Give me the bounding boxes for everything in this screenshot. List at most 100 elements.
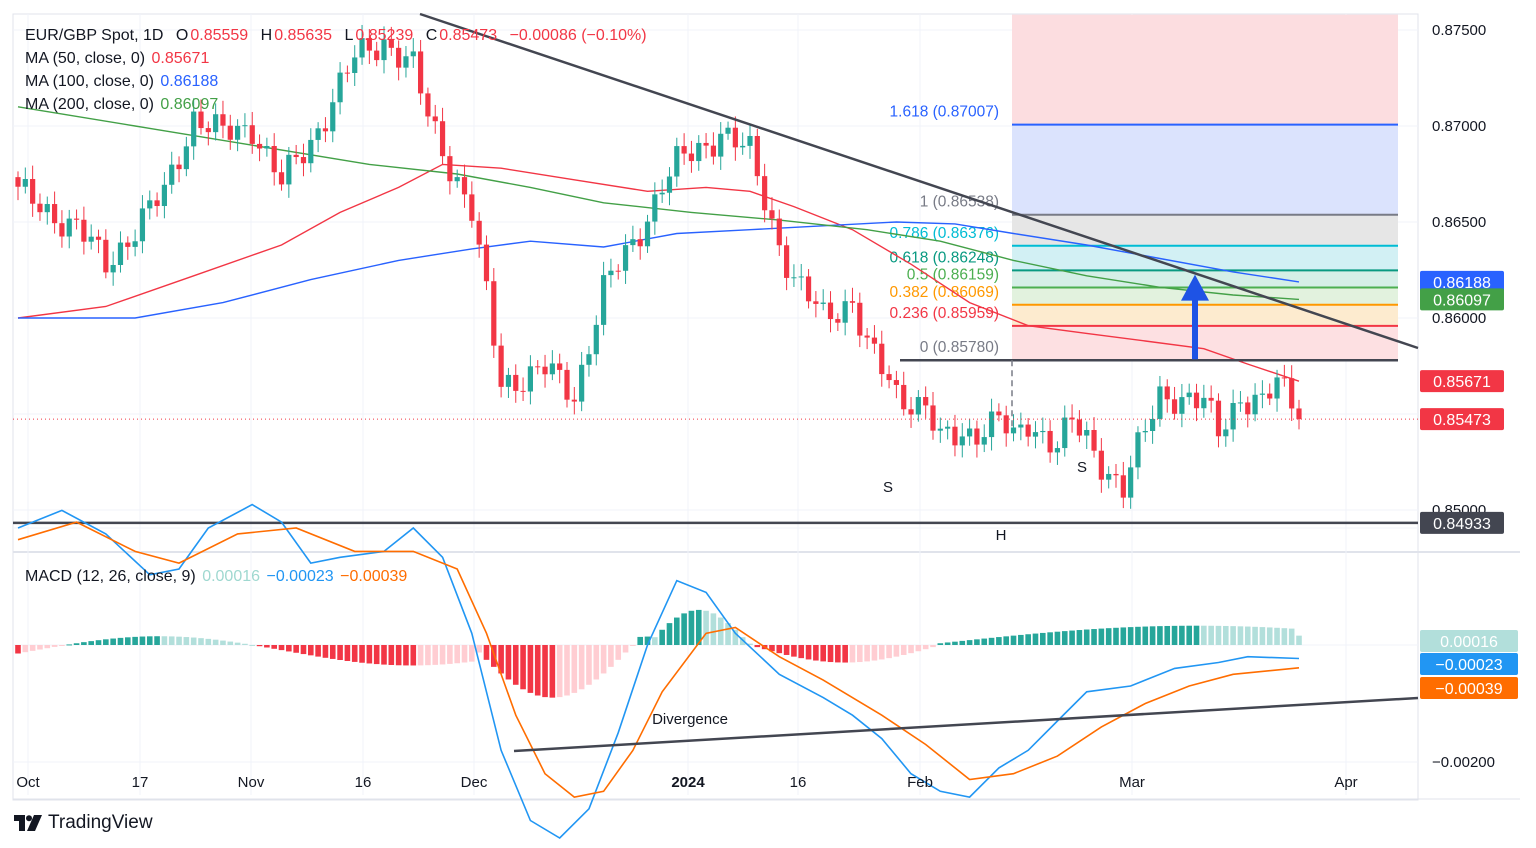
macd-hist-bar [359, 645, 365, 663]
ma100-value: 0.86188 [160, 73, 219, 90]
candle-body [1025, 424, 1031, 437]
candle-body [139, 208, 146, 242]
candle-body [315, 128, 321, 140]
candle-body [374, 50, 380, 61]
ma200-row[interactable]: MA (200, close, 0) 0.86097 [25, 93, 649, 116]
macd-hist-bar [505, 645, 512, 680]
candle-body [703, 142, 709, 146]
candle-body [776, 218, 782, 246]
candle-body [542, 366, 548, 375]
macd-hist-bar [95, 640, 102, 645]
candle-body [227, 125, 233, 140]
fibonacci-extension: 1.618 (0.87007) 1 (0.86538) 0.786 (0.86376… [890, 14, 1398, 362]
macd-hist-bar [461, 645, 468, 663]
macd-hist-bar [1113, 627, 1119, 645]
macd-hist-bar [878, 645, 885, 660]
macd-hist-bar [900, 645, 907, 655]
macd-hist-bar [835, 645, 841, 663]
macd-hist-bar [205, 638, 212, 645]
macd-hist-bar [88, 641, 94, 645]
candle-body [615, 270, 621, 272]
candle-body [908, 409, 914, 415]
macd-hist-bar [117, 637, 124, 645]
macd-hist-bar [366, 645, 373, 664]
candle-body [161, 184, 167, 207]
macd-hist-bar [988, 637, 995, 645]
macd-hist-bar [322, 645, 329, 658]
macd-hist-bar [1025, 634, 1031, 645]
macd-hist-bar [1135, 626, 1141, 645]
macd-hist-bar [674, 617, 680, 645]
macd-hist-bar [381, 645, 387, 665]
macd-hist-bar [227, 641, 234, 645]
macd-hist-bar [37, 645, 43, 650]
macd-hist-bar [688, 610, 695, 645]
candle-body [520, 390, 526, 392]
candle-body [110, 264, 116, 273]
price-legend: EUR/GBP Spot, 1D O 0.85559 H 0.85635 L 0.85… [25, 24, 649, 116]
candle-body [235, 125, 241, 140]
candle-body [666, 176, 673, 193]
macd-hist-bar [1179, 625, 1185, 645]
macd-hist-bar [483, 645, 490, 660]
candle-body [798, 276, 804, 278]
ma50-row[interactable]: MA (50, close, 0) 0.85671 [25, 47, 649, 70]
macd-hist-bar [586, 645, 592, 685]
macd-hist-bar [556, 645, 563, 698]
macd-tick-label: −0.00200 [1432, 754, 1495, 771]
macd-hist-bar [146, 636, 153, 645]
macd-hist-bar [652, 637, 658, 645]
candle-body [1069, 417, 1075, 420]
macd-hist-bar [139, 636, 146, 645]
macd-hist-bar [776, 645, 783, 654]
brand[interactable]: TradingView [14, 812, 153, 834]
candle-body [1040, 430, 1046, 433]
candle-body [1274, 377, 1280, 399]
macd-hist-bar [981, 638, 988, 645]
close-label: C [425, 27, 438, 44]
candle-body [330, 102, 336, 132]
macd-hist-bar [1076, 630, 1083, 645]
macd-hist-bar [125, 637, 131, 645]
macd-hist-bar [1237, 626, 1244, 645]
macd-hist-bar [242, 643, 248, 645]
fib-level-label: 0 (0.85780) [920, 339, 999, 356]
macd-hist-bar [308, 645, 314, 656]
downtrend-line [419, 12, 1419, 350]
change-value: −0.00086 (−0.10%) [509, 27, 647, 44]
macd-hist-bar [1010, 635, 1017, 645]
macd-hist-bar [886, 645, 892, 659]
candle-body [864, 335, 870, 338]
price-tag-box [1420, 511, 1504, 534]
macd-hist-bar [81, 642, 87, 645]
macd-hist-bar [403, 645, 409, 666]
macd-hist-bar [1296, 635, 1302, 645]
macd-legend[interactable]: MACD (12, 26, close, 9) 0.00016 −0.00023… [25, 565, 409, 588]
candle-body [147, 200, 153, 209]
macd-hist-bar [893, 645, 900, 657]
candle-body [103, 239, 109, 273]
open-label: O [175, 27, 189, 44]
ma50-label: MA (50, close, 0) [25, 50, 146, 67]
candle-body [601, 275, 607, 325]
candle-body [784, 245, 790, 278]
macd-hist-bar [271, 645, 277, 649]
candle-body [1113, 473, 1119, 476]
macd-hist-bar [593, 645, 600, 680]
ma200-value: 0.86097 [160, 96, 219, 113]
price-tick-label: 0.86500 [1432, 214, 1486, 231]
time-tick-label: Dec [461, 774, 488, 791]
candle-body [22, 179, 28, 187]
candle-body [454, 177, 460, 182]
ma100-row[interactable]: MA (100, close, 0) 0.86188 [25, 70, 649, 93]
macd-hist-bar [454, 645, 460, 664]
symbol-label[interactable]: EUR/GBP Spot, 1D [25, 27, 164, 44]
macd-hist-bar [681, 613, 687, 645]
candle-body [608, 270, 614, 276]
macd-hist-bar [630, 645, 636, 646]
macd-hist-bar [622, 645, 629, 653]
macd-hist-bar [22, 645, 29, 653]
candle-body [15, 177, 21, 187]
candle-body [1259, 393, 1265, 395]
